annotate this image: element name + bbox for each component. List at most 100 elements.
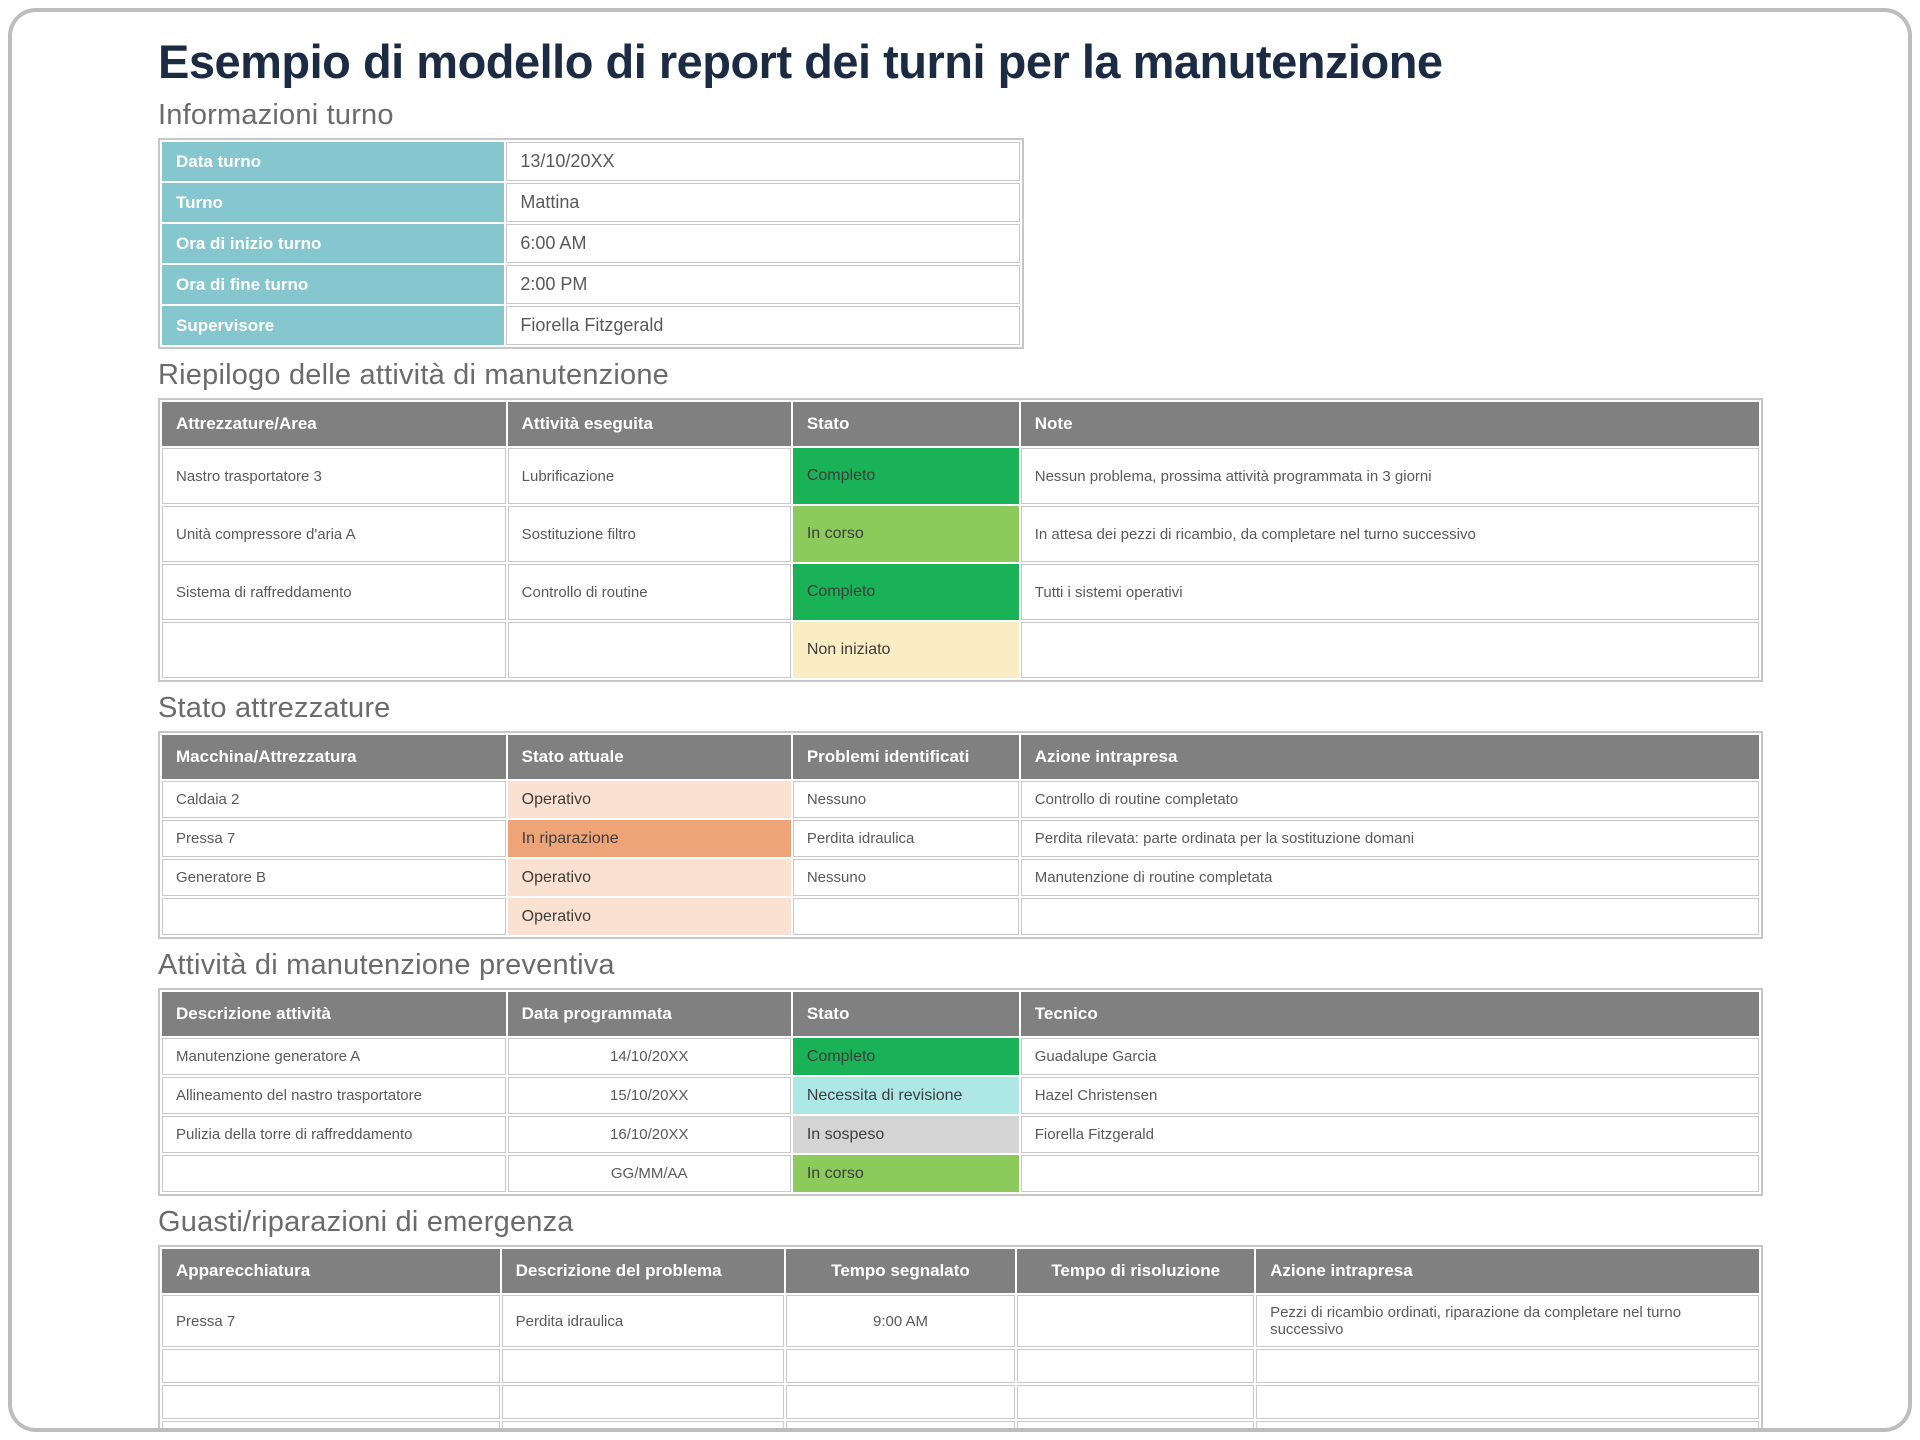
cell-activity: Controllo di routine [507,564,791,620]
column-header: Azione intrapresa [1256,1249,1759,1293]
header-row: Descrizione attività Data programmata St… [162,992,1759,1036]
status-cell: Operativo [507,781,791,818]
cell-activity [507,622,791,678]
status-cell: Operativo [507,898,791,935]
field-value: Fiorella Fitzgerald [506,306,1020,345]
preventive-table: Descrizione attività Data programmata St… [158,988,1763,1196]
column-header: Problemi identificati [792,735,1019,779]
cell-technician: Fiorella Fitzgerald [1020,1116,1759,1153]
emergency-heading: Guasti/riparazioni di emergenza [158,1206,574,1238]
table-row: Sistema di raffreddamento Controllo di r… [162,564,1759,620]
table-row: GG/MM/AA In corso [162,1155,1759,1192]
report-card: Esempio di modello di report dei turni p… [8,8,1912,1432]
cell-machine: Generatore B [162,859,506,896]
column-header: Stato attuale [507,735,791,779]
section-maintenance-summary: Riepilogo delle attività di manutenzione… [158,359,1768,682]
cell-note: Tutti i sistemi operativi [1020,564,1759,620]
cell-action [1020,898,1759,935]
table-row: Generatore B Operativo Nessuno Manutenzi… [162,859,1759,896]
table-row: Caldaia 2 Operativo Nessuno Controllo di… [162,781,1759,818]
column-header: Note [1020,402,1759,446]
table-row: Turno Mattina [162,183,1020,222]
table-row: Pressa 7 In riparazione Perdita idraulic… [162,820,1759,857]
emergency-table: Apparecchiatura Descrizione del problema… [158,1245,1763,1428]
cell-resolution [1017,1295,1255,1347]
cell-reported [785,1385,1016,1419]
cell-activity: Lubrificazione [507,448,791,504]
cell-note [1020,622,1759,678]
field-label: Ora di inizio turno [162,224,505,263]
cell-reported [785,1421,1016,1428]
column-header: Descrizione del problema [501,1249,784,1293]
status-cell: Operativo [507,859,791,896]
cell-description: Allineamento del nastro trasportatore [162,1077,506,1114]
status-cell: Necessita di revisione [792,1077,1019,1114]
section-emergency: Guasti/riparazioni di emergenza Apparecc… [158,1206,1768,1428]
cell-action: Controllo di routine completato [1020,781,1759,818]
cell-date: 15/10/20XX [507,1077,791,1114]
cell-area: Nastro trasportatore 3 [162,448,506,504]
column-header: Attrezzature/Area [162,402,506,446]
cell-activity: Sostituzione filtro [507,506,791,562]
table-row: Manutenzione generatore A 14/10/20XX Com… [162,1038,1759,1075]
cell-equipment [162,1385,500,1419]
section-preventive: Attività di manutenzione preventiva Desc… [158,949,1768,1196]
cell-problem: Perdita idraulica [501,1295,784,1347]
status-cell: Completo [792,448,1019,504]
cell-machine: Caldaia 2 [162,781,506,818]
field-value: Mattina [506,183,1020,222]
column-header: Stato [792,992,1019,1036]
cell-problem [501,1385,784,1419]
cell-technician: Guadalupe Garcia [1020,1038,1759,1075]
maintenance-summary-table: Attrezzature/Area Attività eseguita Stat… [158,398,1763,682]
cell-area: Sistema di raffreddamento [162,564,506,620]
section-shift-info: Informazioni turno Data turno 13/10/20XX… [158,99,1768,349]
table-row: Data turno 13/10/20XX [162,142,1020,181]
status-cell: Completo [792,1038,1019,1075]
field-value: 6:00 AM [506,224,1020,263]
cell-technician: Hazel Christensen [1020,1077,1759,1114]
cell-machine [162,898,506,935]
header-row: Apparecchiatura Descrizione del problema… [162,1249,1759,1293]
cell-problems: Perdita idraulica [792,820,1019,857]
cell-equipment [162,1349,500,1383]
table-row: Unità compressore d'aria A Sostituzione … [162,506,1759,562]
section-equipment-status: Stato attrezzature Macchina/Attrezzatura… [158,692,1768,939]
cell-equipment: Pressa 7 [162,1295,500,1347]
cell-problem [501,1421,784,1428]
cell-description: Pulizia della torre di raffreddamento [162,1116,506,1153]
column-header: Tempo di risoluzione [1017,1249,1255,1293]
status-cell: In riparazione [507,820,791,857]
table-row [162,1421,1759,1428]
cell-problems: Nessuno [792,781,1019,818]
cell-action [1256,1385,1759,1419]
field-label: Ora di fine turno [162,265,505,304]
header-row: Attrezzature/Area Attività eseguita Stat… [162,402,1759,446]
field-label: Data turno [162,142,505,181]
column-header: Azione intrapresa [1020,735,1759,779]
column-header: Descrizione attività [162,992,506,1036]
table-row: Ora di inizio turno 6:00 AM [162,224,1020,263]
table-row [162,1349,1759,1383]
cell-note: In attesa dei pezzi di ricambio, da comp… [1020,506,1759,562]
equipment-status-heading: Stato attrezzature [158,692,391,724]
column-header: Data programmata [507,992,791,1036]
status-cell: In sospeso [792,1116,1019,1153]
table-row: Supervisore Fiorella Fitzgerald [162,306,1020,345]
cell-area [162,622,506,678]
cell-action: Pezzi di ricambio ordinati, riparazione … [1256,1295,1759,1347]
status-cell: In corso [792,1155,1019,1192]
cell-resolution [1017,1421,1255,1428]
cell-action [1256,1421,1759,1428]
cell-reported: 9:00 AM [785,1295,1016,1347]
column-header: Tecnico [1020,992,1759,1036]
cell-problems [792,898,1019,935]
equipment-status-table: Macchina/Attrezzatura Stato attuale Prob… [158,731,1763,939]
column-header: Attività eseguita [507,402,791,446]
cell-equipment [162,1421,500,1428]
table-row: Non iniziato [162,622,1759,678]
cell-machine: Pressa 7 [162,820,506,857]
cell-date: 14/10/20XX [507,1038,791,1075]
report-content: Esempio di modello di report dei turni p… [12,12,1908,1428]
page-title: Esempio di modello di report dei turni p… [158,35,1443,88]
